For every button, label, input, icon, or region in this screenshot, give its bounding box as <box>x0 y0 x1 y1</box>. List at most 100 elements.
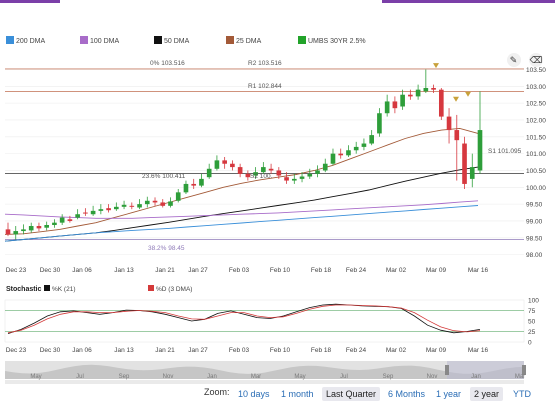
fib-0-label: 0% 103.516 <box>150 60 185 67</box>
x-tick-label: Mar 02 <box>386 267 407 274</box>
candle-body <box>438 89 444 117</box>
navigator-label: Sep <box>119 374 130 380</box>
legend-label: 25 DMA <box>236 38 262 45</box>
fib-236-label: 23.6% 100.411 <box>142 173 186 180</box>
candle-body <box>237 167 243 174</box>
x-tick-label: Feb 18 <box>311 267 332 274</box>
stochastic-frame <box>4 299 525 343</box>
candle-body <box>52 222 57 226</box>
candle-body <box>462 143 467 184</box>
candle-body <box>307 173 313 177</box>
stochastic-d-line <box>7 304 481 334</box>
y-tick-label: 101.00 <box>526 151 546 158</box>
stochastic-y-axis: 100 75 50 25 0 <box>528 298 539 347</box>
stoch-x-tick-label: Jan 13 <box>114 347 134 354</box>
stoch-y-tick-label: 75 <box>528 308 536 315</box>
candle-body <box>469 167 475 179</box>
legend-swatch <box>226 36 234 44</box>
navigator-handle-right <box>522 365 526 375</box>
candle-body <box>13 231 19 235</box>
accent-segment-right <box>382 0 555 3</box>
fib-382-label: 38.2% 98.45 <box>148 245 185 252</box>
zoom-ytd[interactable]: YTD <box>513 389 531 399</box>
candle-body <box>114 206 119 210</box>
navigator-scrollbar <box>5 380 524 384</box>
candle-body <box>175 192 181 201</box>
zoom-1-month[interactable]: 1 month <box>281 389 314 399</box>
navigator-label: Nov <box>427 374 438 380</box>
candlesticks <box>5 63 483 240</box>
ma-line-200-dma <box>4 205 479 242</box>
candle-body <box>261 167 266 173</box>
stoch-x-tick-label: Jan 06 <box>72 347 92 354</box>
zoom-6-months[interactable]: 6 Months <box>388 389 426 399</box>
candle-body <box>214 160 220 169</box>
zoom-bar: Zoom: 10 days 1 month Last Quarter 6 Mon… <box>0 384 555 401</box>
candle-body <box>21 229 26 232</box>
legend-label: 200 DMA <box>16 38 46 45</box>
stoch-x-tick-label: Feb 18 <box>311 347 332 354</box>
candle-body <box>59 217 65 223</box>
candle-body <box>90 210 96 215</box>
candle-body <box>315 170 320 174</box>
legend-item-50dma[interactable]: 50 DMA <box>154 36 189 45</box>
candle-body <box>152 200 158 203</box>
candle-body <box>276 170 282 176</box>
candle-body <box>121 204 127 207</box>
legend-item-umbs[interactable]: UMBS 30YR 2.5% <box>298 36 366 45</box>
x-tick-label: Mar 16 <box>468 267 489 274</box>
candle-body <box>44 225 50 228</box>
candle-body <box>377 113 382 134</box>
zoom-10-days[interactable]: 10 days <box>238 389 270 399</box>
legend-label: UMBS 30YR 2.5% <box>308 38 366 45</box>
navigator-label: May <box>30 374 41 380</box>
y-tick-label: 103.00 <box>526 84 546 91</box>
stoch-x-tick-label: Jan 21 <box>155 347 175 354</box>
candle-body <box>160 202 166 206</box>
candle-body <box>222 160 227 164</box>
candle-body <box>361 143 367 147</box>
y-tick-label: 100.00 <box>526 185 546 192</box>
stoch-x-tick-label: Feb 10 <box>270 347 291 354</box>
x-tick-label: Jan 27 <box>188 267 208 274</box>
x-tick-label: Feb 24 <box>346 267 367 274</box>
range-navigator: May Jul Sep Nov Jan Mar May Jul Sep Nov Jan Mar <box>5 361 526 384</box>
d-label: %D (3 DMA) <box>156 286 192 293</box>
stochastic-x-axis: Dec 23 Dec 30 Jan 06 Jan 13 Jan 21 Jan 27 Feb … <box>6 347 489 354</box>
navigator-label: Jul <box>76 374 84 380</box>
y-tick-label: 98.50 <box>526 235 543 242</box>
candle-body <box>400 94 405 107</box>
candle-body <box>106 208 111 211</box>
r1-label: R1 102.844 <box>248 83 282 90</box>
eraser-icon[interactable]: ⌫ <box>529 53 543 67</box>
candle-body <box>206 168 212 178</box>
pencil-icon[interactable]: ✎ <box>506 53 521 67</box>
candle-body <box>75 214 80 218</box>
candle-body <box>268 168 274 171</box>
legend-item-100dma[interactable]: 100 DMA <box>80 36 119 45</box>
zoom-1-year[interactable]: 1 year <box>436 389 462 399</box>
legend-item-25dma[interactable]: 25 DMA <box>226 36 261 45</box>
x-tick-label: Dec 30 <box>40 267 61 274</box>
y-tick-label: 99.00 <box>526 218 543 225</box>
navigator-label: Jul <box>340 374 348 380</box>
y-tick-label: 99.50 <box>526 202 543 209</box>
x-tick-label: Jan 21 <box>155 267 175 274</box>
stochastic-legend: Stochastic %K (21) %D (3 DMA) <box>6 285 192 293</box>
candle-body <box>168 201 173 206</box>
ma-line-25-dma <box>4 127 479 235</box>
legend-label: 100 DMA <box>90 38 120 45</box>
price-chart[interactable]: 103.50 103.00 102.50 102.00 101.50 101.00 100.… <box>0 0 555 390</box>
stoch-x-tick-label: Mar 09 <box>426 347 447 354</box>
navigator-label: May <box>294 374 305 380</box>
candle-body <box>253 172 258 176</box>
zoom-last-quarter[interactable]: Last Quarter <box>322 387 381 401</box>
legend-swatch <box>298 36 306 44</box>
y-tick-label: 101.50 <box>526 134 546 141</box>
zoom-2-year[interactable]: 2 year <box>470 387 504 401</box>
s1-label: S1 101.095 <box>488 148 522 155</box>
chart-grid <box>5 69 524 255</box>
y-tick-label: 100.50 <box>526 168 546 175</box>
stoch-y-tick-label: 25 <box>528 329 536 336</box>
legend-item-200dma[interactable]: 200 DMA <box>6 36 45 45</box>
